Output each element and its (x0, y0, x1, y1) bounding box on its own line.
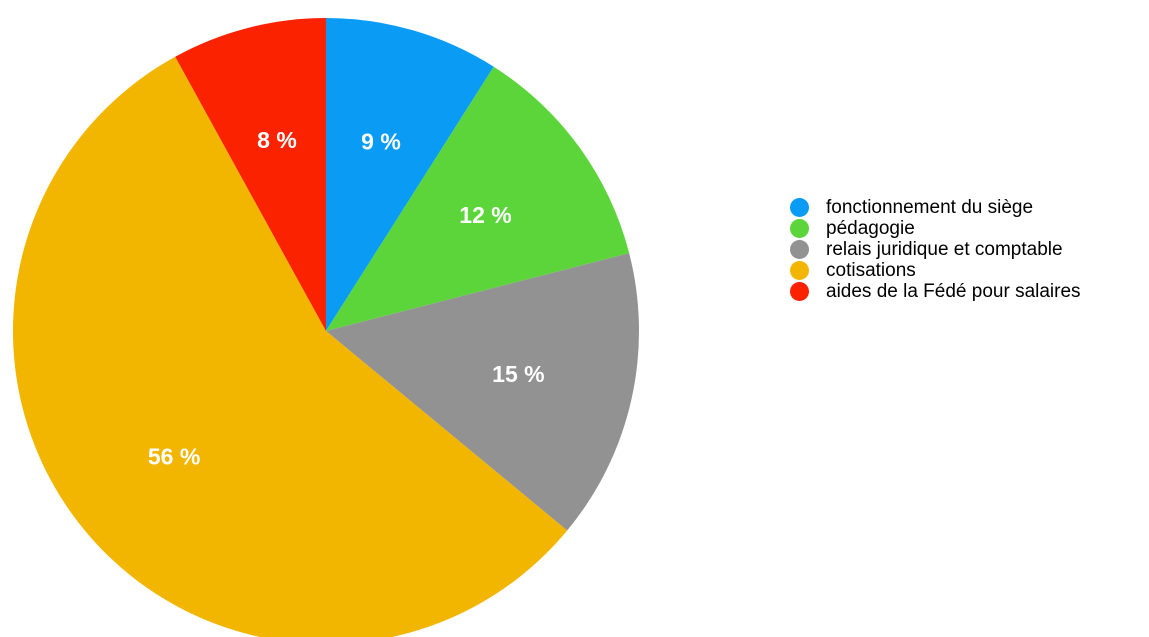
legend-label-pedagogie: pédagogie (826, 218, 915, 239)
pie-slice-2 (326, 66, 630, 331)
pie-slice-2-label: 12 % (459, 202, 511, 228)
legend-swatch-pedagogie (790, 219, 809, 238)
legend-swatch-relais-juridique (790, 240, 809, 259)
pie-slice-1 (326, 18, 494, 331)
legend-label-fonctionnement-du-siege: fonctionnement du siège (826, 197, 1034, 218)
legend-swatch-fonctionnement-du-siege (790, 198, 809, 217)
pie-slice-labels: 9 % 12 % 15 % 56 % 8 % (148, 127, 545, 470)
pie-slice-3-label: 15 % (492, 361, 544, 387)
pie-slice-5-label: 8 % (257, 127, 297, 153)
pie-slices (13, 18, 640, 637)
legend-item-pedagogie: pédagogie (790, 218, 1081, 239)
pie-slice-5 (175, 18, 326, 331)
pie-slice-4 (13, 56, 568, 637)
legend-item-fonctionnement-du-siege: fonctionnement du siège (790, 197, 1081, 218)
legend-item-aides-fede: aides de la Fédé pour salaires (790, 281, 1081, 302)
legend-label-relais-juridique: relais juridique et comptable (826, 239, 1063, 260)
legend-item-cotisations: cotisations (790, 260, 1081, 281)
pie-slice-4-label: 56 % (148, 444, 200, 470)
legend-swatch-cotisations (790, 261, 809, 280)
legend-label-cotisations: cotisations (826, 260, 916, 281)
legend-label-aides-fede: aides de la Fédé pour salaires (826, 281, 1081, 302)
pie-slice-3 (326, 253, 640, 531)
pie-slice-1-label: 9 % (361, 129, 401, 155)
chart-legend: fonctionnement du siège pédagogie relais… (790, 197, 1081, 302)
legend-item-relais-juridique: relais juridique et comptable (790, 239, 1081, 260)
legend-swatch-aides-fede (790, 282, 809, 301)
